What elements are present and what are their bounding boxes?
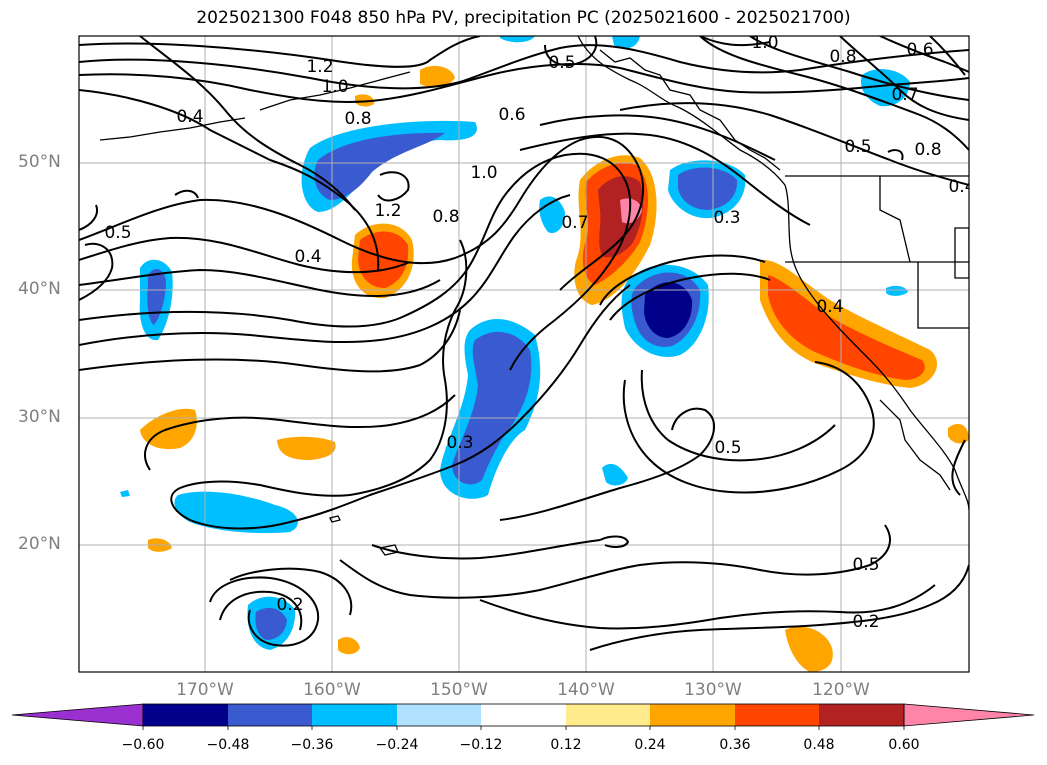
colorbar-tick-label: −0.48: [206, 737, 250, 753]
contour-label: 0.5: [852, 555, 879, 575]
map-title: 2025021300 F048 850 hPa PV, precipitatio…: [196, 8, 851, 28]
contour-labels: 1.2 1.0 0.4 0.8 0.5 0.6 1.0 0.8 0.6 0.7 …: [104, 33, 975, 632]
contour-label: 0.4: [294, 247, 321, 267]
contour-label: 0.5: [714, 438, 741, 458]
colorbar-tick-label: 0.24: [634, 737, 666, 753]
contour-label: 0.4: [176, 107, 203, 127]
lat-label-20n: 20°N: [18, 534, 61, 554]
contour-label: 0.4: [816, 297, 843, 317]
contour-label: 0.2: [276, 595, 303, 615]
lon-label-160w: 160°W: [303, 680, 361, 700]
contour-label: 0.3: [446, 433, 473, 453]
contour-label: 0.2: [852, 612, 879, 632]
colorbar-tick-label: −0.24: [375, 737, 419, 753]
contour-label: 0.5: [104, 223, 131, 243]
colorbar-bin: [735, 704, 819, 726]
contour-label: 1.0: [321, 77, 348, 97]
lat-label-30n: 30°N: [18, 407, 61, 427]
contour-label: 0.7: [561, 213, 588, 233]
colorbar-bin: [397, 704, 481, 726]
map-frame: [78, 35, 970, 673]
colorbar-tick-label: 0.12: [550, 737, 582, 753]
contour-label: 0.5: [844, 137, 871, 157]
lon-label-150w: 150°W: [430, 680, 488, 700]
colorbar-bin: [312, 704, 397, 726]
colorbar-extend-low: [11, 703, 144, 727]
contour-label: 0.6: [498, 105, 525, 125]
colorbar-tick-label: 0.60: [888, 737, 920, 753]
contour-label: 1.0: [751, 33, 778, 53]
colorbar-bin: [819, 704, 904, 726]
contour-label: 0.7: [891, 85, 918, 105]
lat-label-40n: 40°N: [18, 279, 61, 299]
colorbar-bin: [650, 704, 735, 726]
colorbar: [11, 703, 1035, 730]
contour-label: 0.8: [432, 207, 459, 227]
contour-label: 0.8: [829, 47, 856, 67]
lat-label-50n: 50°N: [18, 152, 61, 172]
colorbar-tick-label: −0.60: [121, 737, 165, 753]
coastlines: [99, 36, 969, 556]
colorbar-bin: [481, 704, 566, 726]
contour-label: 0.6: [906, 40, 933, 60]
colorbar-extend-high: [903, 703, 1035, 727]
contour-label: 0.8: [914, 140, 941, 160]
colorbar-bin: [143, 704, 228, 726]
precip-anomaly-fill: [120, 36, 969, 672]
colorbar-tick-label: 0.36: [719, 737, 751, 753]
contour-label: 1.2: [374, 201, 401, 221]
graticule: [79, 36, 969, 672]
colorbar-tick-label: 0.48: [803, 737, 835, 753]
contour-label: 0.5: [548, 53, 575, 73]
contour-label: 0.4: [948, 177, 975, 197]
contour-label: 0.8: [344, 109, 371, 129]
contour-label: 0.3: [713, 208, 740, 228]
lon-label-140w: 140°W: [557, 680, 615, 700]
colorbar-bin: [566, 704, 650, 726]
contour-label: 1.2: [306, 57, 333, 77]
lon-label-120w: 120°W: [812, 680, 870, 700]
lon-label-130w: 130°W: [684, 680, 742, 700]
lon-label-170w: 170°W: [176, 680, 234, 700]
contour-label: 1.0: [470, 163, 497, 183]
map-panel: 1.2 1.0 0.4 0.8 0.5 0.6 1.0 0.8 0.6 0.7 …: [79, 33, 975, 672]
pv-contours: [79, 36, 969, 651]
colorbar-tick-label: −0.12: [459, 737, 503, 753]
colorbar-tick-label: −0.36: [290, 737, 334, 753]
colorbar-bin: [228, 704, 312, 726]
